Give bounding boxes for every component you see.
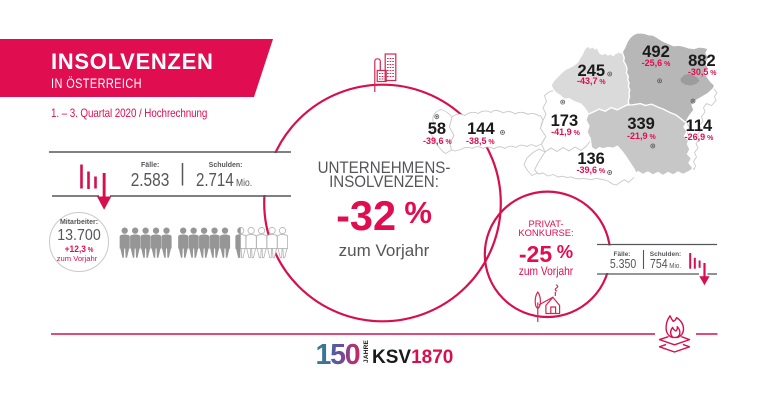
- svg-text:150: 150: [316, 339, 360, 371]
